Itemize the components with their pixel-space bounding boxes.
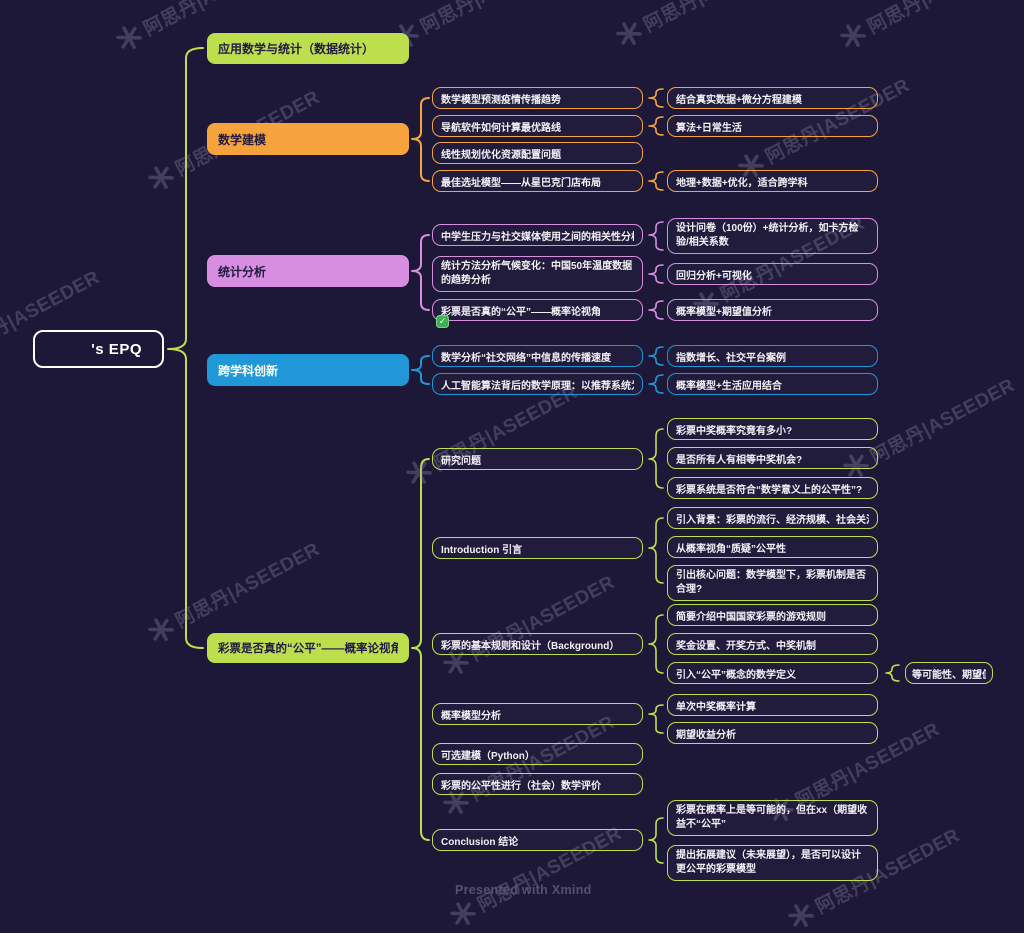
watermark: 阿思丹|ASEEDER: [144, 83, 324, 196]
watermark-text: 阿思丹|ASEEDER: [415, 0, 569, 39]
brace-background: [648, 614, 664, 674]
brace-research-questions: [648, 428, 664, 489]
aseeder-logo-icon: [840, 24, 866, 48]
detail-math-fairness-question[interactable]: 彩票系统是否符合“数学意义上的公平性”?: [667, 477, 878, 499]
section-conclusion[interactable]: Conclusion 结论: [432, 829, 643, 851]
topic-epidemic-model[interactable]: 数学模型预测疫情传播趋势: [432, 87, 643, 109]
brace-lottery-topic: [648, 300, 664, 320]
section-background[interactable]: 彩票的基本规则和设计（Background）: [432, 633, 643, 655]
detail-equal-chance[interactable]: 是否所有人有相等中奖机会?: [667, 447, 878, 469]
brace-statistical-analysis: [411, 234, 430, 311]
detail-single-win-probability[interactable]: 单次中奖概率计算: [667, 694, 878, 716]
brace-ai-math: [648, 374, 664, 394]
watermark: 阿思丹|ASEEDER: [389, 0, 569, 53]
detail-prize-draw-mechanism[interactable]: 奖金设置、开奖方式、中奖机制: [667, 633, 878, 655]
brace-navigation: [648, 116, 664, 136]
brace-interdisciplinary: [411, 355, 430, 385]
topic-ai-recommendation-math[interactable]: 人工智能算法背后的数学原理：以推荐系统为例: [432, 373, 643, 395]
detail-question-fairness[interactable]: 从概率视角“质疑”公平性: [667, 536, 878, 558]
brace-introduction: [648, 517, 664, 584]
watermark: 阿思丹|ASEEDER: [764, 715, 944, 828]
detail-future-outlook[interactable]: 提出拓展建议（未来展望），是否可以设计更公平的彩票模型: [667, 845, 878, 881]
topic-navigation-routes[interactable]: 导航软件如何计算最优路线: [432, 115, 643, 137]
detail-winning-probability-small[interactable]: 彩票中奖概率究竟有多小?: [667, 418, 878, 440]
aseeder-logo-icon: [148, 166, 174, 190]
aseeder-logo-icon: [148, 618, 174, 642]
aseeder-logo-icon: [843, 454, 869, 478]
aseeder-logo-icon: [788, 904, 814, 928]
topic-climate-statistics[interactable]: 统计方法分析气候变化：中国50年温度数据的趋势分析: [432, 256, 643, 292]
brace-social-network: [648, 346, 664, 366]
brace-conclusion: [648, 817, 664, 864]
detail-probability-expectation[interactable]: 概率模型+期望值分析: [667, 299, 878, 321]
watermark-text: 阿思丹|ASEEDER: [638, 0, 792, 37]
brace-fairness-definition: [885, 664, 900, 682]
branch-lottery-fairness[interactable]: 彩票是否真的“公平”——概率论视角: [207, 633, 409, 663]
detail-real-data-ode[interactable]: 结合真实数据+微分方程建模: [667, 87, 878, 109]
detail-lottery-context[interactable]: 引入背景：彩票的流行、经济规模、社会关注度: [667, 507, 878, 529]
detail-china-lottery-rules[interactable]: 简要介绍中国国家彩票的游戏规则: [667, 604, 878, 626]
watermark-text: 阿思丹|ASEEDER: [867, 374, 1019, 469]
topic-social-network-spread[interactable]: 数学分析“社交网络”中信息的传播速度: [432, 345, 643, 367]
aseeder-logo-icon: [738, 154, 764, 178]
brace-stress-survey: [648, 221, 664, 251]
watermark-text: 阿思丹|ASEEDER: [862, 0, 1016, 39]
aseeder-logo-icon: [693, 292, 719, 316]
watermark: 阿思丹|ASEEDER: [144, 535, 324, 648]
detail-algorithm-daily-life[interactable]: 算法+日常生活: [667, 115, 878, 137]
topic-linear-programming[interactable]: 线性规划优化资源配置问题: [432, 142, 643, 164]
topic-stress-social-media[interactable]: 中学生压力与社交媒体使用之间的相关性分析: [432, 224, 643, 246]
topic-site-selection[interactable]: 最佳选址模型——从星巴克门店布局: [432, 170, 643, 192]
root-label: 's EPQ: [91, 340, 142, 358]
section-introduction[interactable]: Introduction 引言: [432, 537, 643, 559]
brace-math-modeling: [411, 97, 430, 182]
branch-statistical-analysis[interactable]: 统计分析: [207, 255, 409, 287]
check-badge-icon: ✓: [436, 315, 449, 328]
brace-root: [167, 47, 204, 649]
aseeder-logo-icon: [768, 798, 794, 822]
footer-credit: Presented with Xmind: [455, 883, 592, 897]
detail-equal-likelihood-expectation[interactable]: 等可能性、期望值: [905, 662, 993, 684]
section-optional-python-modeling[interactable]: 可选建模（Python）: [432, 743, 643, 765]
detail-core-question[interactable]: 引出核心问题：数学模型下，彩票机制是否合理?: [667, 565, 878, 601]
aseeder-logo-icon: [450, 902, 476, 926]
brace-site-selection: [648, 171, 664, 191]
aseeder-logo-icon: [443, 791, 469, 815]
brace-climate: [648, 264, 664, 284]
branch-interdisciplinary-innovation[interactable]: 跨学科创新: [207, 354, 409, 386]
section-social-math-evaluation[interactable]: 彩票的公平性进行（社会）数学评价: [432, 773, 643, 795]
branch-applied-math-stats[interactable]: 应用数学与统计（数据统计）: [207, 33, 409, 64]
watermark: 阿思丹|ASEEDER: [612, 0, 792, 51]
section-research-questions[interactable]: 研究问题: [432, 448, 643, 470]
node-epq-root[interactable]: 's EPQ: [33, 330, 164, 368]
aseeder-logo-icon: [116, 26, 142, 50]
watermark: 阿思丹|ASEEDER: [112, 0, 292, 55]
detail-geo-data-optimization[interactable]: 地理+数据+优化，适合跨学科: [667, 170, 878, 192]
detail-regression-visualization[interactable]: 回归分析+可视化: [667, 263, 878, 285]
detail-exponential-growth[interactable]: 指数增长、社交平台案例: [667, 345, 878, 367]
branch-math-modeling[interactable]: 数学建模: [207, 123, 409, 155]
detail-expected-return[interactable]: 期望收益分析: [667, 722, 878, 744]
section-probability-model-analysis[interactable]: 概率模型分析: [432, 703, 643, 725]
detail-fairness-math-definition[interactable]: 引入“公平”概念的数学定义: [667, 662, 878, 684]
watermark: 阿思丹|ASEEDER: [689, 209, 869, 322]
detail-probability-life-apps[interactable]: 概率模型+生活应用结合: [667, 373, 878, 395]
watermark: 阿思丹|ASEEDER: [439, 708, 619, 821]
topic-lottery-fairness-selected[interactable]: 彩票是否真的“公平”——概率论视角 ✓: [432, 299, 643, 328]
aseeder-logo-icon: [443, 651, 469, 675]
brace-probability-model: [648, 704, 664, 734]
detail-questionnaire-chisquare[interactable]: 设计问卷（100份）+统计分析，如卡方检验/相关系数: [667, 218, 878, 254]
aseeder-logo-icon: [406, 461, 432, 485]
watermark-text: 阿思丹|ASEEDER: [172, 538, 324, 633]
watermark: 阿思丹|ASEEDER: [734, 71, 914, 184]
watermark: 阿思丹|ASEEDER: [836, 0, 1016, 53]
watermark: 阿思丹|ASEEDER: [439, 568, 619, 681]
brace-lottery: [411, 458, 430, 841]
watermark: 阿思丹|ASEEDER: [402, 378, 582, 491]
detail-conclusion-equal-probability[interactable]: 彩票在概率上是等可能的，但在xx（期望收益不“公平”: [667, 800, 878, 836]
brace-epidemic: [648, 88, 664, 108]
aseeder-logo-icon: [616, 22, 642, 46]
watermark: 阿思丹|ASEEDER: [839, 371, 1019, 484]
